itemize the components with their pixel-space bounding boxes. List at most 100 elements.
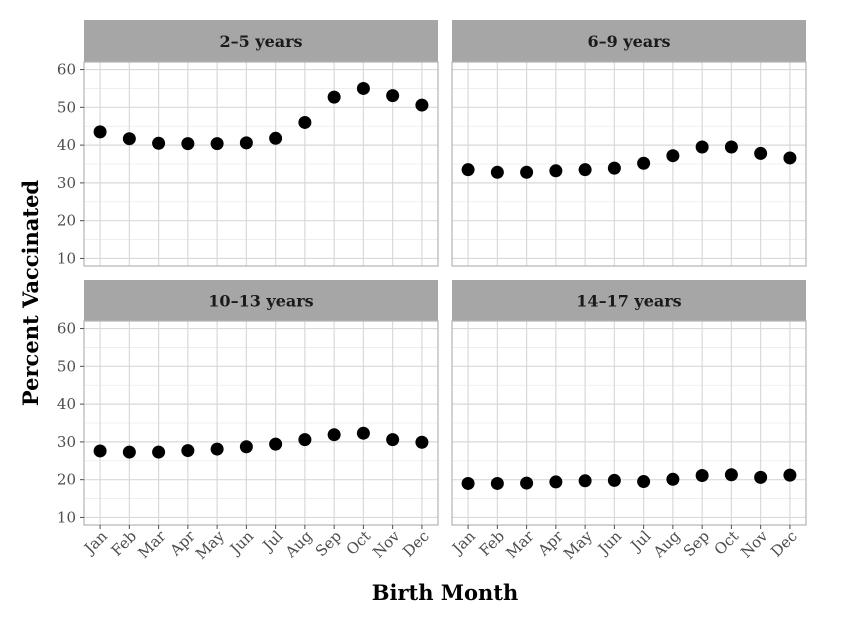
- data-point: [549, 475, 563, 489]
- x-tick-label: Jan: [447, 527, 479, 559]
- data-point: [520, 476, 534, 490]
- x-axis-title: Birth Month: [372, 580, 519, 605]
- panel-title: 6–9 years: [587, 32, 670, 51]
- data-point: [210, 442, 224, 456]
- data-point: [666, 149, 680, 163]
- data-point: [783, 151, 797, 165]
- y-tick-label: 50: [57, 357, 76, 375]
- data-point: [415, 435, 429, 449]
- y-tick-label: 20: [57, 212, 76, 230]
- x-tick-label: Nov: [737, 527, 772, 562]
- x-tick-label: Jun: [225, 527, 257, 559]
- data-point: [152, 136, 166, 150]
- data-point: [783, 468, 797, 482]
- data-point: [239, 440, 253, 454]
- data-point: [122, 132, 136, 146]
- y-tick-label: 50: [57, 98, 76, 116]
- data-point: [607, 161, 621, 175]
- y-tick-label: 40: [57, 136, 76, 154]
- y-tick-label: 10: [57, 249, 76, 267]
- x-tick-label: Aug: [281, 527, 316, 562]
- x-tick-label: Mar: [502, 527, 538, 563]
- x-tick-label: Sep: [680, 527, 713, 560]
- x-tick-label: Aug: [649, 527, 684, 562]
- panel-border: [451, 320, 807, 526]
- data-point: [490, 165, 504, 179]
- x-tick-label: Oct: [343, 527, 375, 559]
- data-point: [607, 473, 621, 487]
- x-tick-label: Mar: [134, 527, 170, 563]
- panel-strip: [84, 20, 438, 62]
- x-tick-label: Sep: [312, 527, 345, 560]
- data-point: [666, 472, 680, 486]
- data-point: [152, 445, 166, 459]
- data-point: [415, 98, 429, 112]
- x-tick-label: Feb: [108, 527, 141, 560]
- data-point: [520, 165, 534, 179]
- data-point: [181, 444, 195, 458]
- panel-title: 10–13 years: [208, 292, 313, 311]
- x-tick-label: Jan: [79, 527, 111, 559]
- y-tick-label: 60: [57, 61, 76, 79]
- data-point: [754, 146, 768, 160]
- panel-border: [83, 320, 439, 526]
- data-point: [181, 137, 195, 151]
- y-tick-label: 20: [57, 471, 76, 489]
- data-point: [122, 445, 136, 459]
- y-tick-label: 40: [57, 395, 76, 413]
- data-point: [578, 474, 592, 488]
- x-tick-label: Apr: [166, 527, 200, 561]
- data-point: [298, 433, 312, 447]
- data-point: [269, 131, 283, 145]
- data-point: [269, 437, 283, 451]
- data-point: [549, 164, 563, 178]
- data-point: [461, 476, 475, 490]
- data-point: [239, 136, 253, 150]
- x-tick-label: Jul: [626, 527, 655, 556]
- y-axis-title: Percent Vaccinated: [18, 180, 43, 407]
- data-point: [637, 475, 651, 489]
- panel-3: 10–13 years102030405060JanFebMarAprMayJu…: [57, 280, 439, 563]
- x-tick-label: Nov: [369, 527, 404, 562]
- y-tick-label: 30: [57, 433, 76, 451]
- panel-1: 2–5 years 10 20 30 40 50 60: [57, 20, 439, 267]
- panel-border: [83, 61, 439, 267]
- data-point: [386, 89, 400, 103]
- x-tick-label: Dec: [399, 527, 432, 560]
- data-point: [93, 444, 107, 458]
- x-tick-label: Jul: [258, 527, 287, 556]
- data-point: [461, 163, 475, 177]
- data-point: [210, 137, 224, 151]
- x-tick-label: May: [192, 527, 228, 563]
- data-point: [93, 125, 107, 139]
- panel-border: [451, 61, 807, 267]
- data-point: [724, 140, 738, 154]
- data-point: [327, 428, 341, 442]
- y-tick-label: 30: [57, 174, 76, 192]
- y-tick-label: 60: [57, 320, 76, 338]
- data-point: [637, 156, 651, 170]
- data-point: [356, 81, 370, 95]
- panel-2: 6–9 years: [451, 20, 807, 267]
- x-tick-label: Dec: [767, 527, 800, 560]
- x-tick-label: May: [560, 527, 596, 563]
- data-point: [695, 140, 709, 154]
- data-point: [578, 163, 592, 177]
- data-point: [298, 115, 312, 129]
- panel-strip: [84, 280, 438, 321]
- data-point: [724, 468, 738, 482]
- panel-strip: [452, 20, 806, 62]
- data-point: [356, 426, 370, 440]
- x-tick-label: Jun: [593, 527, 625, 559]
- data-point: [386, 433, 400, 447]
- panels-layer: 2–5 years 10 20 30 40 50 60 6–9 years 10–13 year…: [57, 20, 807, 563]
- x-tick-label: Feb: [476, 527, 509, 560]
- data-point: [754, 470, 768, 484]
- panel-strip: [452, 280, 806, 321]
- data-point: [490, 476, 504, 490]
- panel-title: 2–5 years: [219, 32, 302, 51]
- data-point: [327, 90, 341, 104]
- data-point: [695, 469, 709, 483]
